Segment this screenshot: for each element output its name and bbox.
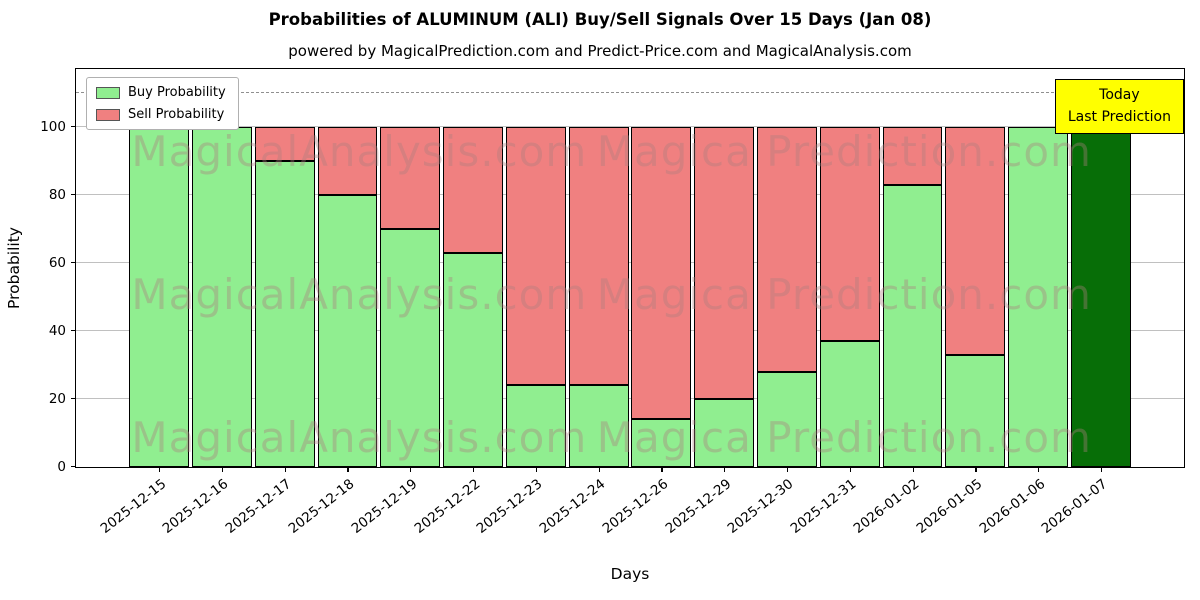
y-axis-label: Probability	[5, 227, 23, 309]
bar-buy	[254, 160, 315, 467]
bar-buy	[380, 228, 441, 467]
x-tick-mark	[849, 467, 851, 472]
bar-buy	[317, 194, 378, 467]
x-tick-label: 2025-12-18	[285, 476, 358, 537]
legend-swatch-sell	[96, 108, 120, 121]
x-tick-mark	[410, 467, 412, 472]
x-tick-label: 2026-01-06	[976, 476, 1048, 537]
legend-label-buy: Buy Probability	[128, 85, 226, 100]
x-tick-mark	[724, 467, 726, 472]
bar-sell	[254, 126, 315, 161]
x-tick-label: 2025-12-23	[473, 476, 546, 537]
x-tick-mark	[786, 467, 789, 472]
bar-buy	[757, 371, 817, 467]
x-tick-label: 2026-01-05	[913, 476, 986, 537]
bar-buy	[694, 398, 755, 467]
bar-sell	[568, 126, 629, 386]
y-tick-label: 0	[57, 459, 66, 475]
gridline-y-20	[76, 397, 1184, 399]
legend-item-sell: Sell Probability	[96, 107, 226, 122]
bar-buy	[819, 341, 880, 467]
bar-buy	[882, 184, 943, 467]
x-tick-label: 2026-01-07	[1039, 476, 1111, 537]
bar-buy	[129, 126, 189, 467]
y-tick-label: 20	[48, 390, 66, 407]
bar-buy	[443, 252, 503, 467]
today-annotation-line2: Last Prediction	[1067, 108, 1171, 125]
bar-sell	[505, 126, 566, 386]
bar-sell	[443, 126, 503, 253]
x-tick-mark	[598, 467, 600, 472]
y-tick-mark	[71, 125, 76, 127]
today-annotation: Today Last Prediction	[1054, 79, 1184, 135]
bar-sell	[317, 126, 378, 195]
legend: Buy Probability Sell Probability	[86, 77, 239, 130]
x-tick-mark	[284, 467, 286, 472]
bar-today	[1070, 126, 1131, 467]
x-tick-mark	[661, 467, 663, 472]
bar-buy	[945, 354, 1006, 467]
y-tick-label: 40	[48, 322, 66, 339]
x-tick-label: 2025-12-26	[599, 476, 672, 537]
y-tick-label: 80	[48, 186, 66, 203]
x-tick-mark	[975, 467, 977, 472]
x-tick-mark	[1038, 467, 1040, 472]
chart-title: Probabilities of ALUMINUM (ALI) Buy/Sell…	[268, 10, 932, 29]
y-tick-label: 100	[40, 118, 66, 135]
x-tick-label: 2025-12-22	[411, 476, 483, 537]
plot-area: Buy Probability Sell Probability Today L…	[40, 68, 1185, 537]
x-tick-label: 2025-12-17	[222, 476, 295, 537]
gridline-y-80	[76, 193, 1184, 195]
x-tick-mark	[347, 467, 349, 472]
y-tick-label: 60	[48, 254, 66, 271]
dashed-upper-line	[76, 91, 1184, 93]
chart-subtitle: powered by MagicalPrediction.com and Pre…	[288, 42, 912, 60]
x-tick-label: 2026-01-02	[850, 476, 923, 537]
gridline-y-100	[76, 125, 1184, 127]
x-tick-mark	[159, 467, 161, 472]
x-axis-label: Days	[610, 565, 650, 583]
bar-sell	[380, 126, 441, 229]
x-tick-mark	[1100, 467, 1103, 472]
x-tick-mark	[535, 467, 537, 472]
bar-sell	[694, 126, 755, 399]
legend-label-sell: Sell Probability	[128, 107, 225, 122]
gridline-y-40	[76, 329, 1184, 331]
x-tick-label: 2025-12-15	[97, 476, 169, 537]
bar-sell	[882, 126, 943, 185]
bar-sell	[757, 126, 817, 372]
x-tick-mark	[221, 467, 224, 472]
bar-buy	[505, 385, 566, 467]
x-tick-mark	[473, 467, 475, 472]
x-tick-label: 2025-12-24	[536, 476, 609, 537]
x-tick-label: 2025-12-29	[662, 476, 735, 537]
legend-item-buy: Buy Probability	[96, 85, 226, 100]
bar-buy	[191, 126, 252, 467]
gridline-y-60	[76, 261, 1184, 263]
x-tick-label: 2025-12-30	[725, 476, 797, 537]
bar-sell	[631, 126, 692, 420]
y-tick-mark	[71, 261, 76, 263]
y-tick-mark	[71, 397, 76, 399]
x-tick-label: 2025-12-31	[787, 476, 860, 537]
y-tick-mark	[71, 465, 76, 467]
bar-buy	[631, 419, 692, 467]
x-tick-label: 2025-12-16	[160, 476, 232, 537]
bar-sell	[819, 126, 880, 342]
y-tick-mark	[71, 329, 76, 331]
today-annotation-line1: Today	[1099, 87, 1140, 103]
y-tick-mark	[71, 193, 76, 195]
bar-buy	[568, 385, 629, 467]
bar-buy	[1008, 126, 1069, 467]
legend-swatch-buy	[96, 86, 120, 99]
bar-sell	[945, 126, 1006, 355]
x-tick-mark	[912, 467, 914, 472]
x-tick-label: 2025-12-19	[348, 476, 421, 537]
